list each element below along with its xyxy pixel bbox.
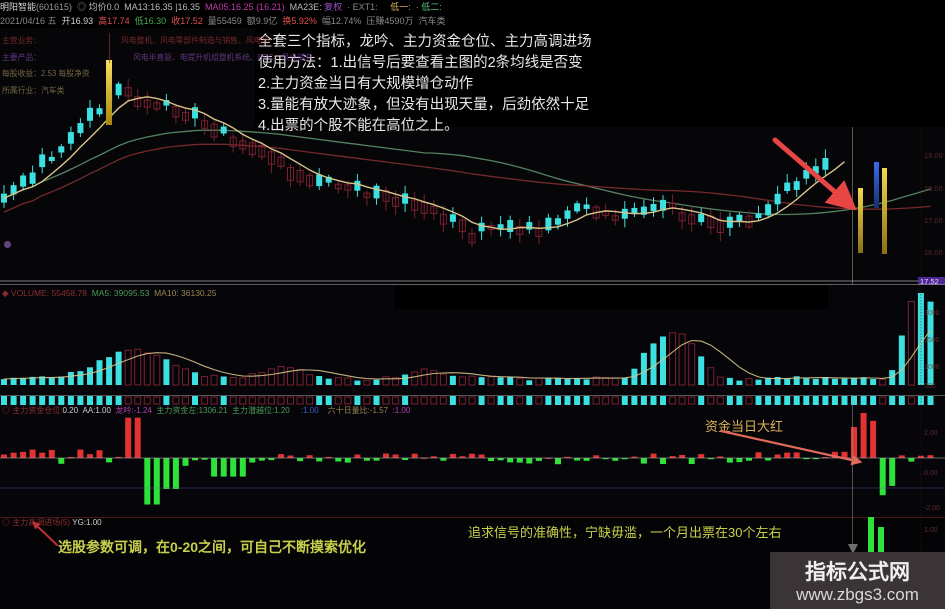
svg-text:1.00: 1.00 xyxy=(924,527,938,534)
svg-text:2.00: 2.00 xyxy=(924,430,938,437)
svg-text:16.00: 16.00 xyxy=(924,248,943,257)
svg-text:17.00: 17.00 xyxy=(924,216,943,225)
svg-text:500: 500 xyxy=(924,383,936,390)
svg-text:-2.00: -2.00 xyxy=(924,505,940,512)
svg-text:0.00: 0.00 xyxy=(924,470,938,477)
svg-text:19.00: 19.00 xyxy=(924,151,943,160)
svg-text:18.00: 18.00 xyxy=(924,184,943,193)
svg-text:1500: 1500 xyxy=(924,337,940,344)
svg-text:1000: 1000 xyxy=(924,364,940,371)
svg-text:3000: 3000 xyxy=(924,310,940,317)
